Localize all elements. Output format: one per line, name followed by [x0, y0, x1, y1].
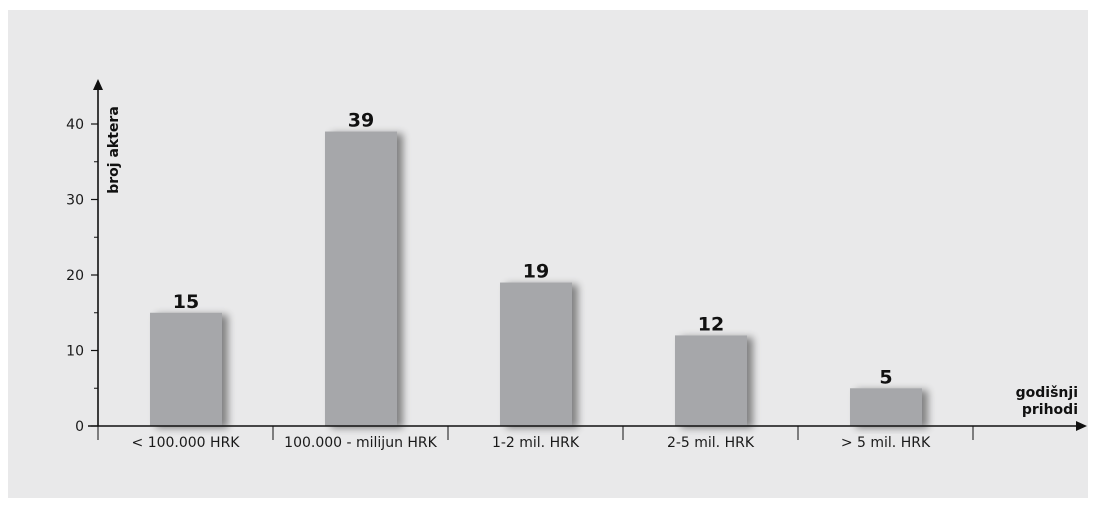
y-axis-title: broj aktera: [106, 106, 122, 194]
x-tick-label: 1-2 mil. HRK: [492, 435, 580, 451]
y-tick-label: 20: [66, 268, 84, 284]
x-axis-title-line-1: godišnji: [1016, 385, 1078, 401]
y-axis-arrow: [93, 79, 103, 90]
x-tick-label: 100.000 - milijun HRK: [284, 435, 437, 451]
x-axis-arrow: [1076, 421, 1087, 431]
bar-value-label: 12: [698, 313, 724, 335]
bar-value-label: 5: [879, 366, 892, 388]
x-axis-title-line-2: prihodi: [1022, 402, 1078, 418]
y-tick-label: 0: [75, 419, 84, 435]
x-tick-label: > 5 mil. HRK: [841, 435, 931, 451]
bar-value-label: 15: [173, 291, 199, 313]
bar-chart: 15 < 100.000 HRK 39 100.000 - milijun HRK 19…: [66, 79, 1087, 451]
x-tick-label: 2-5 mil. HRK: [667, 435, 755, 451]
y-tick-label: 10: [66, 344, 84, 360]
bar: [500, 282, 572, 426]
bar: [675, 335, 747, 426]
x-tick-label: < 100.000 HRK: [132, 435, 241, 451]
y-tick-label: 30: [66, 193, 84, 209]
bar: [850, 388, 922, 426]
bar-value-label: 19: [523, 261, 549, 283]
bar: [325, 131, 397, 427]
y-tick-label: 40: [66, 117, 84, 133]
bar: [150, 312, 222, 426]
chart-panel: 15 < 100.000 HRK 39 100.000 - milijun HRK 19…: [8, 10, 1088, 498]
bar-value-label: 39: [348, 110, 374, 132]
